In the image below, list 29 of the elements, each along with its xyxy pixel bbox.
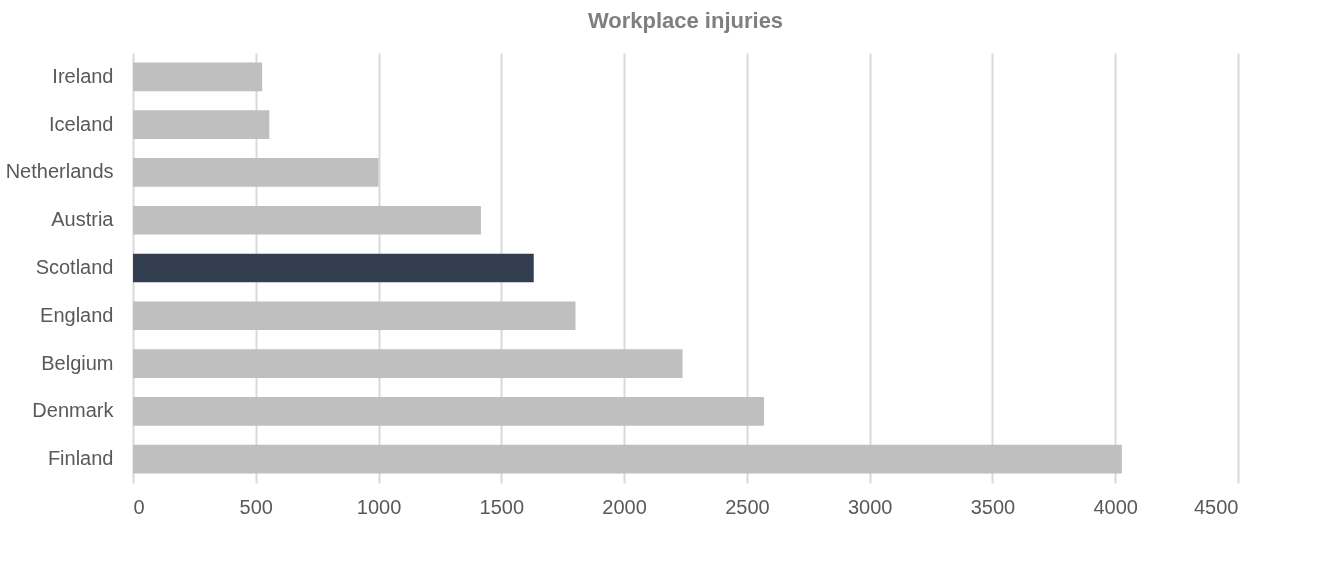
x-tick-label: 1000 (356, 495, 402, 518)
x-tick-label: 2500 (725, 495, 770, 518)
bar (133, 62, 263, 92)
y-tick-label: Netherlands (5, 160, 114, 183)
y-tick-label: Finland (47, 447, 114, 470)
x-tick-label: 4000 (1093, 495, 1138, 518)
bar (133, 110, 270, 139)
y-tick-label: Scotland (35, 256, 114, 278)
chart-title: Workplace injuries (587, 8, 784, 33)
bar (133, 444, 1122, 474)
y-tick-label: England (40, 303, 114, 326)
bar (133, 205, 481, 235)
bar (133, 253, 534, 283)
bar (133, 158, 379, 187)
x-tick-label: 4500 (1194, 495, 1239, 518)
x-tick-label: 3000 (847, 495, 893, 518)
x-tick-label: 500 (239, 495, 273, 518)
x-tick-label: 3500 (970, 495, 1016, 518)
y-tick-label: Iceland (49, 112, 114, 135)
y-tick-label: Denmark (32, 399, 115, 422)
x-tick-label: 2000 (602, 495, 647, 518)
bar (133, 397, 765, 426)
y-tick-label: Belgium (41, 351, 114, 374)
bar (133, 349, 683, 378)
y-tick-label: Ireland (52, 64, 114, 87)
x-tick-label: 1500 (479, 495, 525, 518)
bar (133, 301, 576, 331)
x-tick-label: 0 (133, 495, 145, 518)
y-tick-label: Austria (51, 208, 115, 231)
